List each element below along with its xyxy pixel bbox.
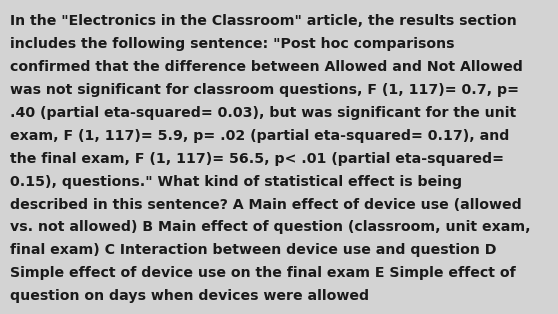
Text: was not significant for classroom questions, F (1, 117)= 0.7, p=: was not significant for classroom questi… bbox=[10, 83, 519, 97]
Text: Simple effect of device use on the final exam E Simple effect of: Simple effect of device use on the final… bbox=[10, 266, 516, 280]
Text: described in this sentence? A Main effect of device use (allowed: described in this sentence? A Main effec… bbox=[10, 198, 522, 212]
Text: includes the following sentence: "Post hoc comparisons: includes the following sentence: "Post h… bbox=[10, 37, 455, 51]
Text: 0.15), questions." What kind of statistical effect is being: 0.15), questions." What kind of statisti… bbox=[10, 175, 462, 189]
Text: vs. not allowed) B Main effect of question (classroom, unit exam,: vs. not allowed) B Main effect of questi… bbox=[10, 220, 531, 235]
Text: In the "Electronics in the Classroom" article, the results section: In the "Electronics in the Classroom" ar… bbox=[10, 14, 517, 28]
Text: exam, F (1, 117)= 5.9, p= .02 (partial eta-squared= 0.17), and: exam, F (1, 117)= 5.9, p= .02 (partial e… bbox=[10, 129, 509, 143]
Text: confirmed that the difference between Allowed and Not Allowed: confirmed that the difference between Al… bbox=[10, 60, 523, 74]
Text: final exam) C Interaction between device use and question D: final exam) C Interaction between device… bbox=[10, 243, 497, 257]
Text: question on days when devices were allowed: question on days when devices were allow… bbox=[10, 289, 369, 303]
Text: .40 (partial eta-squared= 0.03), but was significant for the unit: .40 (partial eta-squared= 0.03), but was… bbox=[10, 106, 516, 120]
Text: the final exam, F (1, 117)= 56.5, p< .01 (partial eta-squared=: the final exam, F (1, 117)= 56.5, p< .01… bbox=[10, 152, 504, 166]
